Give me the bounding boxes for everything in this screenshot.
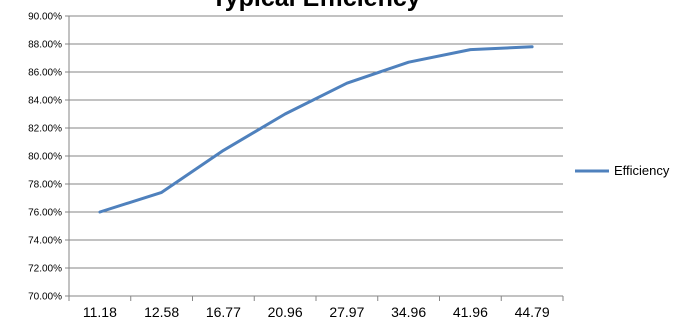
chart-title: Typical Efficiency	[211, 0, 420, 12]
x-tick-label: 41.96	[453, 304, 488, 320]
series-line-efficiency	[98, 45, 534, 214]
series-lines	[98, 45, 534, 214]
y-axis-ticks: 70.00% 72.00% 74.00% 76.00% 78.00% 80.00% 82.0…	[28, 12, 62, 303]
grid-lines	[69, 15, 563, 269]
x-axis-ticks: 11.18 12.58 16.77 20.96 27.97 34.96 41.96 44.79	[83, 304, 550, 320]
legend: Efficiency	[575, 163, 670, 178]
x-tick-label: 20.96	[268, 304, 303, 320]
x-tick-label: 27.97	[329, 304, 364, 320]
y-tick-label: 88.00%	[28, 40, 62, 51]
axes	[65, 15, 564, 301]
legend-label-efficiency: Efficiency	[614, 163, 670, 178]
x-tick-label: 11.18	[83, 304, 117, 320]
y-tick-label: 84.00%	[28, 96, 62, 107]
y-tick-label: 82.00%	[28, 124, 62, 135]
y-tick-label: 74.00%	[28, 236, 62, 247]
x-tick-label: 44.79	[515, 304, 550, 320]
y-tick-label: 90.00%	[28, 12, 62, 23]
y-tick-label: 86.00%	[28, 68, 62, 79]
y-tick-label: 76.00%	[28, 208, 62, 219]
x-tick-label: 34.96	[391, 304, 426, 320]
y-tick-label: 80.00%	[28, 152, 62, 163]
y-tick-label: 72.00%	[28, 264, 62, 275]
y-tick-label: 78.00%	[28, 180, 62, 191]
y-tick-label: 70.00%	[28, 292, 62, 303]
x-tick-label: 12.58	[144, 304, 179, 320]
x-tick-label: 16.77	[206, 304, 241, 320]
